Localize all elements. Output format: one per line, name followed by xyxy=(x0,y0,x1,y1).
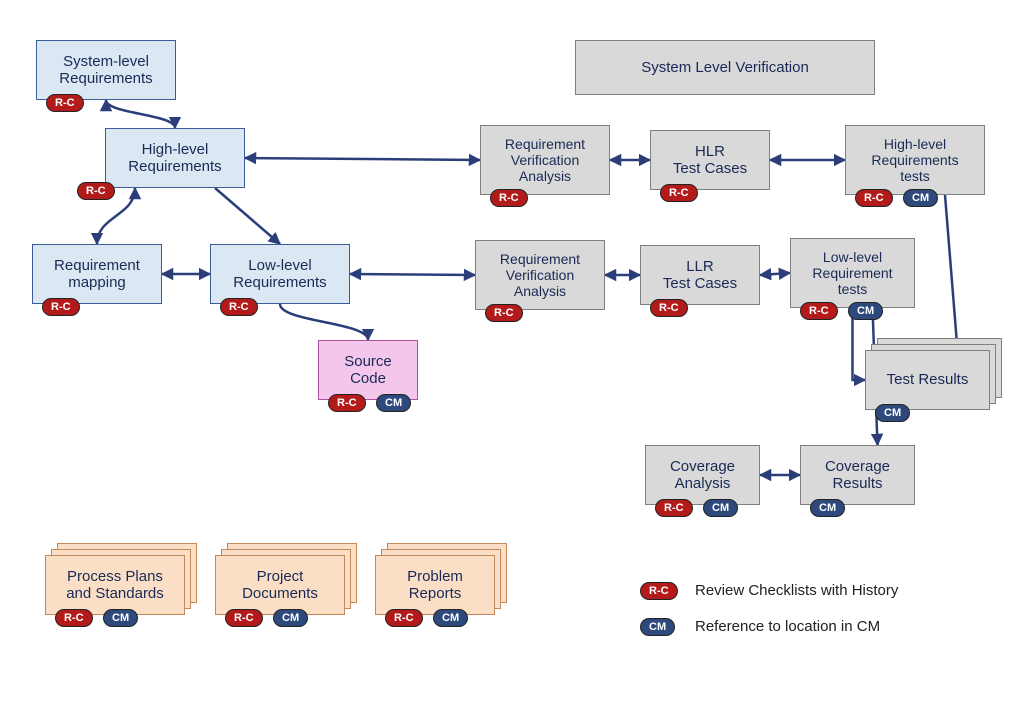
rc-badge-hlrTC: R-C xyxy=(660,184,698,202)
node-projDocs: Project Documents xyxy=(215,555,345,615)
node-srcCode: Source Code xyxy=(318,340,418,400)
node-label-covResults: Coverage Results xyxy=(825,458,890,493)
node-label-hlReq: High-level Requirements xyxy=(128,141,221,176)
cm-badge-projDocs: CM xyxy=(273,609,308,627)
legend-text-cm: Reference to location in CM xyxy=(695,618,880,635)
cm-badge-covAnalysis: CM xyxy=(703,499,738,517)
node-label-reqMapping: Requirement mapping xyxy=(54,257,140,292)
node-llrTC: LLR Test Cases xyxy=(640,245,760,305)
node-reqMapping: Requirement mapping xyxy=(32,244,162,304)
node-sysLevelVerif: System Level Verification xyxy=(575,40,875,95)
node-llReq: Low-level Requirements xyxy=(210,244,350,304)
cm-badge-llrTests: CM xyxy=(848,302,883,320)
node-hlReq: High-level Requirements xyxy=(105,128,245,188)
legend-badge-cm: CM xyxy=(640,618,675,636)
node-label-rva2: Requirement Verification Analysis xyxy=(500,251,580,299)
node-label-llrTests: Low-level Requirement tests xyxy=(812,249,892,297)
node-rva1: Requirement Verification Analysis xyxy=(480,125,610,195)
node-covResults: Coverage Results xyxy=(800,445,915,505)
node-label-hlrTC: HLR Test Cases xyxy=(673,143,747,178)
node-llrTests: Low-level Requirement tests xyxy=(790,238,915,308)
node-rva2: Requirement Verification Analysis xyxy=(475,240,605,310)
edge-llReq-srcCode xyxy=(280,304,368,340)
rc-badge-llReq: R-C xyxy=(220,298,258,316)
node-label-sysLevelReq: System-level Requirements xyxy=(59,53,152,88)
rc-badge-srcCode: R-C xyxy=(328,394,366,412)
node-label-rva1: Requirement Verification Analysis xyxy=(505,136,585,184)
node-probReports: Problem Reports xyxy=(375,555,495,615)
rc-badge-covAnalysis: R-C xyxy=(655,499,693,517)
node-label-procPlans: Process Plans and Standards xyxy=(66,568,164,603)
rc-badge-projDocs: R-C xyxy=(225,609,263,627)
node-label-projDocs: Project Documents xyxy=(242,568,318,603)
rc-badge-hlReq: R-C xyxy=(77,182,115,200)
rc-badge-probReports: R-C xyxy=(385,609,423,627)
rc-badge-llrTests: R-C xyxy=(800,302,838,320)
rc-badge-hlrTests: R-C xyxy=(855,189,893,207)
node-label-sysLevelVerif: System Level Verification xyxy=(641,59,809,76)
edge-llReq-rva2 xyxy=(350,274,475,275)
rc-badge-procPlans: R-C xyxy=(55,609,93,627)
node-label-hlrTests: High-level Requirements tests xyxy=(871,136,958,184)
rc-badge-sysLevelReq: R-C xyxy=(46,94,84,112)
node-label-probReports: Problem Reports xyxy=(407,568,463,603)
edge-sysLevelReq-hlReq xyxy=(106,100,175,128)
node-label-testResults: Test Results xyxy=(887,371,969,388)
rc-badge-reqMapping: R-C xyxy=(42,298,80,316)
node-hlrTC: HLR Test Cases xyxy=(650,130,770,190)
cm-badge-srcCode: CM xyxy=(376,394,411,412)
node-hlrTests: High-level Requirements tests xyxy=(845,125,985,195)
cm-badge-procPlans: CM xyxy=(103,609,138,627)
edge-hlReq-llReq xyxy=(215,188,280,244)
node-procPlans: Process Plans and Standards xyxy=(45,555,185,615)
cm-badge-probReports: CM xyxy=(433,609,468,627)
node-label-llReq: Low-level Requirements xyxy=(233,257,326,292)
edge-hlrTests-testResults xyxy=(945,195,958,350)
cm-badge-testResults: CM xyxy=(875,404,910,422)
node-testResults: Test Results xyxy=(865,350,990,410)
node-label-srcCode: Source Code xyxy=(344,353,392,388)
legend-badge-rc: R-C xyxy=(640,582,678,600)
cm-badge-covResults: CM xyxy=(810,499,845,517)
rc-badge-rva2: R-C xyxy=(485,304,523,322)
rc-badge-llrTC: R-C xyxy=(650,299,688,317)
edge-hlReq-rva1 xyxy=(245,158,480,160)
node-label-llrTC: LLR Test Cases xyxy=(663,258,737,293)
edge-llrTC-llrTests xyxy=(760,273,790,275)
rc-badge-rva1: R-C xyxy=(490,189,528,207)
cm-badge-hlrTests: CM xyxy=(903,189,938,207)
node-sysLevelReq: System-level Requirements xyxy=(36,40,176,100)
legend-text-rc: Review Checklists with History xyxy=(695,582,898,599)
node-label-covAnalysis: Coverage Analysis xyxy=(670,458,735,493)
node-covAnalysis: Coverage Analysis xyxy=(645,445,760,505)
